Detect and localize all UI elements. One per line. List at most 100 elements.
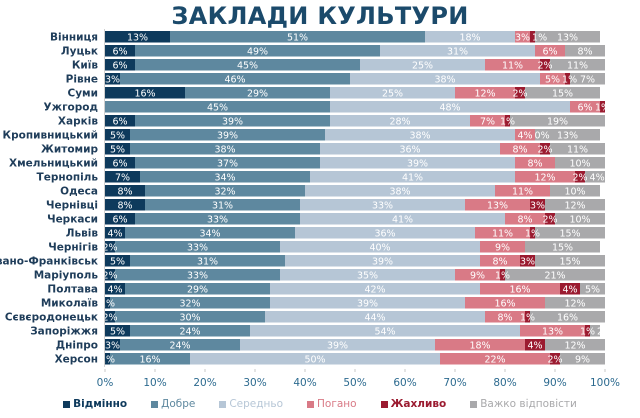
bar-segment-Відмінно xyxy=(105,45,135,57)
bar-segment-Погано xyxy=(515,129,535,141)
legend-swatch xyxy=(307,400,314,408)
bar-segment-Добре xyxy=(115,311,265,323)
bar-segment-Середньо xyxy=(425,31,515,43)
bar-segment-Жахливо xyxy=(505,115,510,127)
data-label: 22% xyxy=(484,354,505,365)
data-label: 39% xyxy=(222,116,243,127)
bar-segment-Важко відповісти xyxy=(530,311,605,323)
bar-segment-Добре xyxy=(135,45,380,57)
data-label: 12% xyxy=(474,88,495,99)
data-label: 31% xyxy=(447,46,468,57)
x-axis: 0% 10% 20% 30% 40% 50% 60% 70% 80% 90% 100% xyxy=(97,29,620,389)
data-label: 16% xyxy=(509,284,530,295)
bar-segment-Середньо xyxy=(330,115,470,127)
bar-segment-Погано xyxy=(495,185,550,197)
legend-label: Жахливо xyxy=(390,398,447,410)
data-label: 39% xyxy=(217,130,238,141)
bar-segment-Добре xyxy=(125,283,270,295)
data-label: 15% xyxy=(552,242,573,253)
bar-segment-Відмінно xyxy=(105,311,115,323)
data-label: 11% xyxy=(502,60,523,71)
bar-segment-Важко відповісти xyxy=(545,297,605,309)
data-label: 25% xyxy=(412,60,433,71)
data-label: 1% xyxy=(520,312,535,323)
category-label: Сєвєродонецьк xyxy=(5,312,98,324)
bar-segment-Важко відповісти xyxy=(585,171,605,183)
data-label: 9% xyxy=(470,270,485,281)
bar-segment-Середньо xyxy=(280,269,455,281)
data-label: 45% xyxy=(237,60,258,71)
x-tick-label: 40% xyxy=(293,377,316,389)
data-label: 6% xyxy=(112,116,127,127)
bar-segment-Погано xyxy=(535,45,565,57)
data-label: 41% xyxy=(392,214,413,225)
bar-segment-Середньо xyxy=(310,171,515,183)
data-label: 42% xyxy=(364,284,385,295)
bar-segment-Погано xyxy=(505,213,545,225)
data-label: 3% xyxy=(530,200,545,211)
bar-segment-Середньо xyxy=(300,199,465,211)
data-label: 51% xyxy=(287,32,308,43)
category-label: Дніпро xyxy=(56,340,98,352)
data-label: 2% xyxy=(542,214,557,225)
bar-segment-Середньо xyxy=(380,45,535,57)
data-label: 25% xyxy=(382,88,403,99)
legend-item: Добре xyxy=(151,398,195,410)
bar-segment-Важко відповісти xyxy=(550,59,605,71)
bar-segment-Жахливо xyxy=(540,59,550,71)
bar-segment-Важко відповісти xyxy=(535,255,605,267)
category-labels: Вінниця Луцьк Київ Рівне Суми Ужгород Харків Кр… xyxy=(0,32,98,366)
legend-label: Важко відповісти xyxy=(480,398,577,410)
bar-segment-Важко відповісти xyxy=(535,227,605,239)
x-tick-label: 20% xyxy=(193,377,216,389)
category-label: Полтава xyxy=(47,284,98,296)
category-label: Вінниця xyxy=(50,32,98,44)
bar-segment-Погано xyxy=(465,297,545,309)
bar-segment-Середньо xyxy=(270,297,465,309)
category-label: Хмельницький xyxy=(9,158,98,170)
data-label: 13% xyxy=(557,32,578,43)
data-label: 3% xyxy=(105,74,120,85)
data-label: 7% xyxy=(580,74,595,85)
bar-segment-Відмінно xyxy=(105,353,110,365)
x-tick-label: 80% xyxy=(493,377,516,389)
data-label: 4% xyxy=(517,130,532,141)
x-tick-label: 70% xyxy=(443,377,466,389)
data-label: 50% xyxy=(304,354,325,365)
data-label: 6% xyxy=(112,214,127,225)
data-label: 2% xyxy=(537,60,552,71)
bar-segment-Добре xyxy=(170,31,425,43)
data-label: 9% xyxy=(495,242,510,253)
bar-segment-Середньо xyxy=(250,325,520,337)
data-label: 39% xyxy=(407,158,428,169)
data-label: 32% xyxy=(214,186,235,197)
data-label: 6% xyxy=(112,158,127,169)
bar-segment-Відмінно xyxy=(105,339,120,351)
data-label: 1% xyxy=(532,32,547,43)
bar-segment-Відмінно xyxy=(105,297,110,309)
bar-segment-Важко відповісти xyxy=(545,339,605,351)
bar-segment-Середньо xyxy=(330,101,570,113)
bar-segment-Відмінно xyxy=(105,87,185,99)
legend-label: Погано xyxy=(317,398,357,410)
data-label: 8% xyxy=(117,200,132,211)
bar-segment-Погано xyxy=(485,311,525,323)
bar-segment-Добре xyxy=(140,171,310,183)
bar-segment-Важко відповісти xyxy=(535,129,600,141)
data-label: 33% xyxy=(207,214,228,225)
data-label: 30% xyxy=(179,312,200,323)
bar-segment-Погано xyxy=(515,31,530,43)
data-label: 8% xyxy=(492,256,507,267)
legend-item: Відмінно xyxy=(63,398,127,410)
bar-segment-Відмінно xyxy=(105,283,125,295)
bar-segment-Середньо xyxy=(285,255,480,267)
data-label: 39% xyxy=(357,298,378,309)
legend-label: Відмінно xyxy=(73,398,128,410)
bar-segment-Погано xyxy=(465,199,530,211)
data-label: 12% xyxy=(564,200,585,211)
data-label: 2% xyxy=(547,354,562,365)
category-label: Київ xyxy=(72,60,99,72)
bar-segment-Важко відповісти xyxy=(525,87,600,99)
bar-segment-Важко відповісти xyxy=(570,73,605,85)
